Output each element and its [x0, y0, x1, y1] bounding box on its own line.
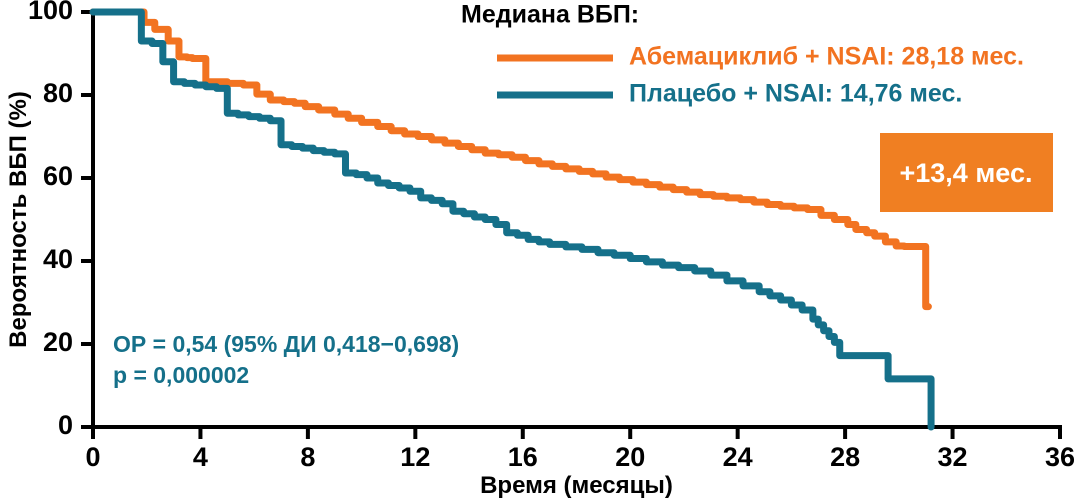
x-tick-label-12: 12 [400, 442, 430, 472]
y-axis-title: Вероятность ВБП (%) [5, 91, 32, 348]
legend-title: Медиана ВБП: [461, 1, 639, 29]
x-axis-ticks: 0 4 8 12 16 20 24 28 32 36 [85, 427, 1075, 472]
p-value-text: p = 0,000002 [113, 362, 249, 388]
chart-legend: Медиана ВБП: Абемациклиб + NSAI: 28,18 м… [461, 1, 1024, 108]
x-tick-label-28: 28 [830, 442, 860, 472]
legend-entries: Абемациклиб + NSAI: 28,18 мес. Плацебо + … [497, 43, 1024, 108]
x-tick-label-0: 0 [85, 442, 100, 472]
series-curve-control [89, 8, 935, 431]
benefit-callout: +13,4 мес. [880, 133, 1053, 212]
x-tick-label-20: 20 [615, 442, 645, 472]
legend-label-treatment: Абемациклиб + NSAI: 28,18 мес. [629, 43, 1024, 71]
y-tick-label-0: 0 [58, 410, 73, 440]
x-tick-label-32: 32 [938, 442, 968, 472]
y-tick-label-40: 40 [43, 244, 73, 274]
axes-layer: 0 20 40 60 80 100 0 4 8 12 16 20 24 28 32 36 [28, 0, 1075, 472]
y-tick-label-100: 100 [28, 0, 73, 25]
y-axis-ticks: 0 20 40 60 80 100 [28, 0, 93, 440]
series-layer [89, 8, 935, 431]
x-tick-label-4: 4 [193, 442, 208, 472]
statistics-annotation: ОР = 0,54 (95% ДИ 0,418−0,698) p = 0,000… [113, 331, 459, 388]
legend-label-control: Плацебо + NSAI: 14,76 мес. [629, 80, 962, 108]
x-tick-label-24: 24 [723, 442, 753, 472]
y-tick-label-60: 60 [43, 161, 73, 191]
x-tick-label-16: 16 [508, 442, 538, 472]
x-tick-label-36: 36 [1045, 442, 1075, 472]
y-tick-label-80: 80 [43, 78, 73, 108]
x-tick-label-8: 8 [300, 442, 315, 472]
series-curve-treatment [89, 8, 932, 311]
y-tick-label-20: 20 [43, 327, 73, 357]
callout-background [880, 133, 1053, 212]
callout-label: +13,4 мес. [900, 158, 1033, 188]
x-axis-title: Время (месяцы) [480, 472, 673, 499]
hazard-ratio-text: ОР = 0,54 (95% ДИ 0,418−0,698) [113, 331, 459, 357]
